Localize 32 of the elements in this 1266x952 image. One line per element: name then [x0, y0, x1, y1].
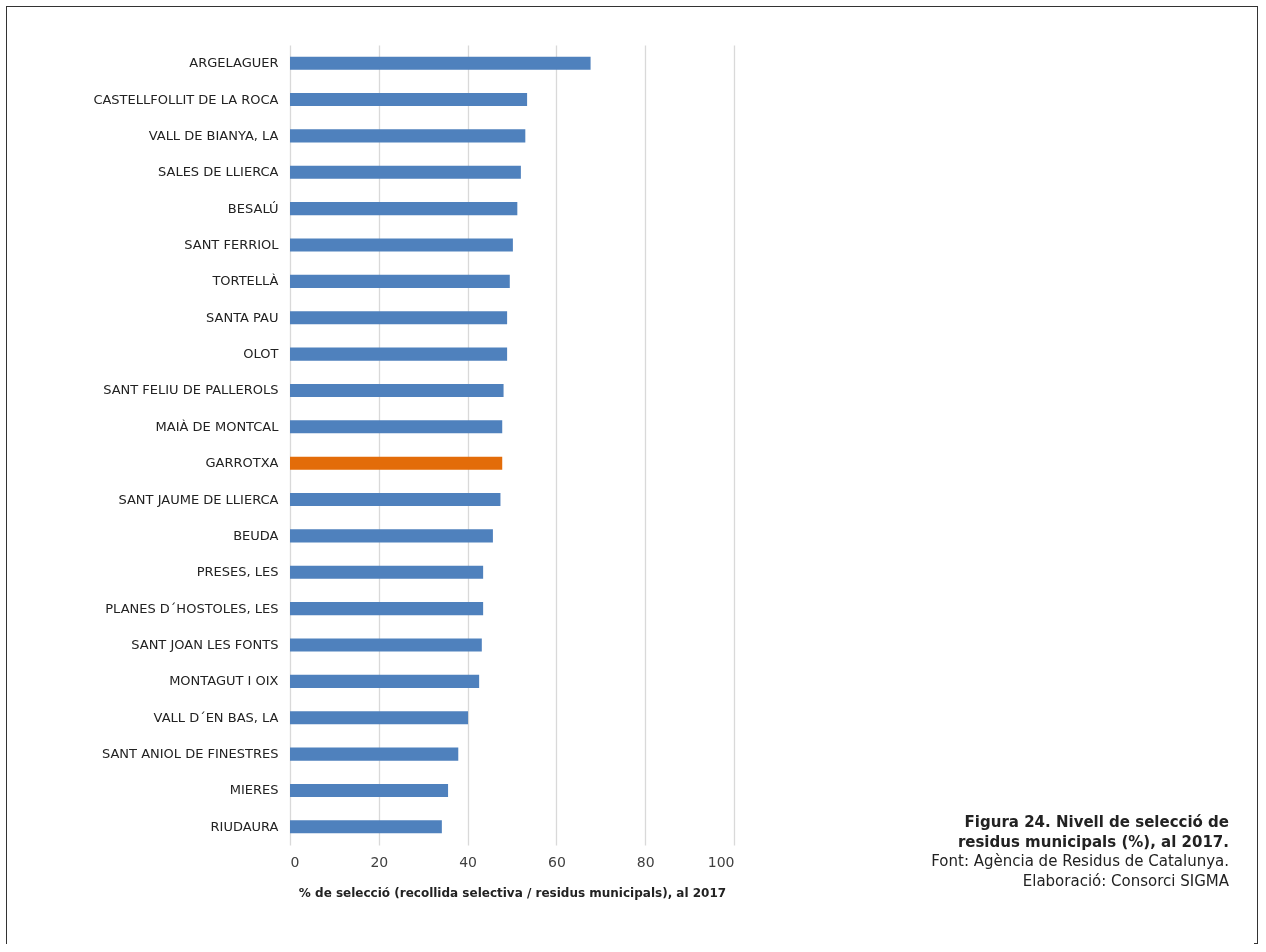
y-tick-label: SANT JAUME DE LLIERCA: [118, 491, 279, 507]
x-tick-label: 60: [547, 853, 566, 870]
y-tick-label: SANTA PAU: [206, 309, 279, 325]
y-tick-label: RIUDAURA: [210, 818, 279, 834]
x-tick-label: 20: [370, 853, 389, 870]
y-tick-label: ARGELAGUER: [189, 55, 279, 71]
y-tick-label: PLANES D´HOSTOLES, LES: [105, 600, 279, 616]
x-tick-label: 40: [459, 853, 478, 870]
y-tick-label: VALL DE BIANYA, LA: [148, 127, 279, 143]
y-tick-label: SANT ANIOL DE FINESTRES: [101, 746, 279, 762]
y-tick-label: VALL D´EN BAS, LA: [153, 709, 279, 725]
x-axis-title: % de selecció (recollida selectiva / residus municipals), al 2017: [298, 885, 727, 900]
text: Elaboració: Consorci SIGMA: [1021, 871, 1229, 891]
y-tick-label: GARROTXA: [205, 455, 279, 471]
y-tick-label: SANT FERRIOL: [184, 237, 280, 252]
y-tick-label: SANT FELIU DE PALLEROLS: [103, 382, 279, 398]
y-tick-label: CASTELLFOLLIT DE LA ROCA: [93, 91, 279, 107]
x-tick-label: 80: [636, 853, 655, 870]
y-tick-label: OLOT: [243, 346, 279, 362]
y-tick-label: PRESES, LES: [196, 564, 279, 580]
y-tick-label: BEUDA: [233, 527, 279, 543]
text: Figura 24. Nivell de selecció de residus municipals (%), al 2017.: [956, 813, 1229, 852]
x-tick-label: 0: [290, 853, 300, 870]
y-tick-label: MAIÀ DE MONTCAL: [155, 418, 280, 434]
y-tick-label: SALES DE LLIERCA: [158, 164, 279, 180]
y-tick-label: BESALÚ: [227, 200, 279, 216]
y-tick-label: SANT JOAN LES FONTS: [131, 637, 279, 652]
text: Font: Agència de Residus de Catalunya.: [930, 852, 1229, 872]
y-tick-label: MIERES: [229, 782, 279, 798]
x-tick-label: 100: [707, 853, 735, 870]
y-tick-label: TORTELLÀ: [211, 273, 279, 289]
y-tick-label: MONTAGUT I OIX: [169, 673, 279, 689]
